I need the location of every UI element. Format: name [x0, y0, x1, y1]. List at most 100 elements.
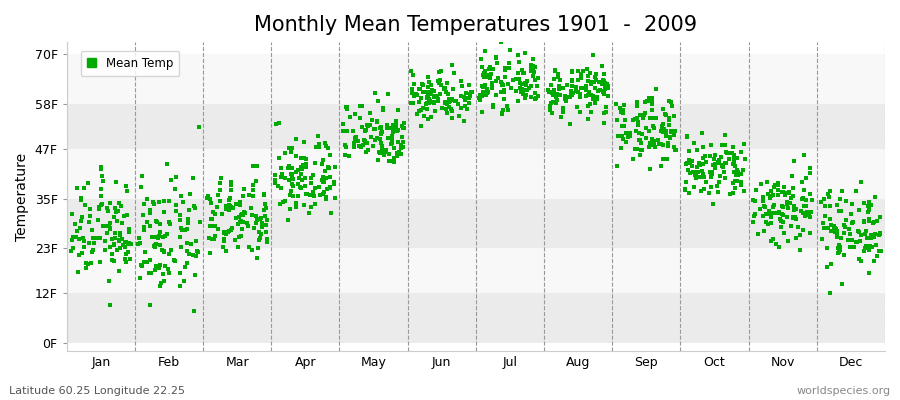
Point: [81, 180, 95, 186]
Point: [526, 73, 540, 79]
Point: [224, 226, 238, 233]
Point: [582, 70, 597, 76]
Point: [143, 210, 157, 216]
Point: [69, 185, 84, 192]
Point: [526, 68, 541, 75]
Point: [873, 214, 887, 220]
Point: [767, 184, 781, 190]
Point: [249, 213, 264, 219]
Point: [828, 229, 842, 236]
Point: [867, 234, 881, 240]
Point: [250, 254, 265, 261]
Point: [211, 226, 225, 232]
Point: [374, 131, 388, 137]
Point: [428, 88, 442, 94]
Point: [647, 124, 662, 131]
Point: [210, 204, 224, 210]
Point: [433, 77, 447, 84]
Point: [482, 75, 497, 82]
Point: [241, 244, 256, 250]
Point: [793, 247, 807, 254]
Point: [394, 145, 409, 152]
Point: [598, 104, 613, 110]
Point: [374, 125, 389, 131]
Point: [247, 182, 261, 188]
Point: [230, 220, 245, 227]
Point: [70, 268, 85, 275]
Point: [496, 107, 510, 113]
Point: [688, 171, 703, 178]
Point: [693, 174, 707, 180]
Point: [435, 104, 449, 111]
Point: [763, 193, 778, 199]
Point: [821, 225, 835, 232]
Point: [406, 100, 420, 106]
Point: [516, 91, 530, 98]
Point: [228, 237, 242, 244]
Point: [65, 237, 79, 243]
Point: [202, 235, 217, 241]
Point: [614, 145, 628, 152]
Point: [148, 241, 163, 248]
Point: [313, 191, 328, 198]
Point: [508, 76, 523, 82]
Point: [86, 235, 101, 241]
Point: [681, 190, 696, 197]
Point: [781, 190, 796, 196]
Point: [738, 156, 752, 162]
Point: [661, 140, 675, 146]
Point: [161, 219, 176, 225]
Point: [551, 70, 565, 77]
Point: [271, 183, 285, 189]
Point: [497, 87, 511, 94]
Point: [837, 230, 851, 236]
Point: [458, 97, 473, 103]
Point: [515, 80, 529, 87]
Point: [687, 184, 701, 190]
Point: [304, 180, 319, 187]
Point: [695, 168, 709, 174]
Point: [410, 111, 424, 117]
Point: [550, 91, 564, 97]
Point: [178, 226, 193, 233]
Point: [374, 124, 388, 130]
Point: [390, 153, 404, 159]
Point: [105, 257, 120, 264]
Point: [94, 202, 108, 208]
Point: [442, 96, 456, 102]
Point: [296, 139, 310, 145]
Point: [304, 204, 319, 210]
Point: [445, 62, 459, 68]
Point: [397, 124, 411, 131]
Point: [725, 144, 740, 150]
Point: [448, 98, 463, 104]
Point: [361, 146, 375, 153]
Point: [703, 153, 717, 160]
Point: [634, 130, 649, 137]
Point: [414, 94, 428, 101]
Point: [803, 170, 817, 176]
Point: [140, 196, 154, 202]
Point: [377, 149, 392, 155]
Point: [833, 243, 848, 250]
Point: [474, 93, 489, 100]
Point: [531, 75, 545, 81]
Point: [173, 234, 187, 240]
Point: [112, 230, 127, 236]
Point: [656, 141, 670, 148]
Point: [644, 101, 659, 108]
Point: [303, 192, 318, 198]
Point: [490, 60, 504, 66]
Point: [201, 193, 215, 199]
Point: [431, 69, 446, 75]
Point: [626, 116, 640, 123]
Point: [447, 70, 462, 76]
Point: [835, 188, 850, 194]
Point: [544, 90, 559, 97]
Point: [173, 212, 187, 218]
Point: [226, 205, 240, 212]
Point: [363, 122, 377, 128]
Point: [559, 93, 573, 100]
Point: [151, 235, 166, 241]
Point: [369, 118, 383, 124]
